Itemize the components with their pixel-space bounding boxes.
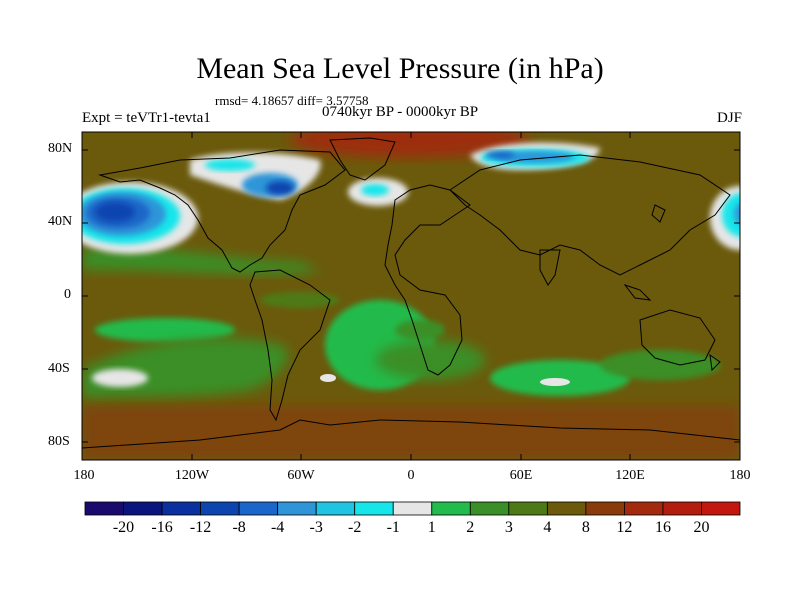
lat-label-0: 0 <box>64 287 71 302</box>
coastlines <box>82 137 740 449</box>
indonesia-coast <box>623 284 652 301</box>
colorbar-swatch <box>238 501 279 516</box>
north-pacific-green-band <box>82 247 320 274</box>
colorbar-label: 8 <box>581 519 590 536</box>
asia-coast <box>449 154 731 276</box>
map-title: Mean Sea Level Pressure (in hPa) <box>196 52 604 85</box>
colorbar-swatch <box>84 501 124 516</box>
axis-ticks <box>82 132 740 460</box>
lon-label-0: 0 <box>407 468 415 483</box>
colorbar-swatch <box>508 501 548 516</box>
colorbar-label: 4 <box>543 519 552 536</box>
experiment-label: Expt = teVTr1-tevta1 <box>82 110 211 126</box>
lon-label-180w: 180 <box>73 468 95 483</box>
colorbar-label: -20 <box>112 519 135 536</box>
atlantic-green-patch <box>395 320 445 340</box>
colorbar-swatch <box>354 501 394 516</box>
lat-label-80s: 80S <box>48 434 70 449</box>
new-zealand-coast <box>709 353 721 372</box>
lon-label-120w: 120W <box>174 468 210 483</box>
lon-label-120e: 120E <box>615 468 645 483</box>
australia-coast <box>639 309 716 366</box>
colorbar-swatch <box>624 501 664 516</box>
colorbar-label: -1 <box>386 519 400 536</box>
colorbar-swatch <box>662 501 702 516</box>
colorbar-label: -2 <box>348 519 362 536</box>
colorbar-swatch <box>277 501 317 516</box>
colorbar-label: 3 <box>504 519 513 536</box>
north-america-coast <box>98 149 346 273</box>
colorbar-swatch <box>315 501 356 516</box>
lon-label-60w: 60W <box>287 468 315 483</box>
antarctica-coast <box>82 419 740 449</box>
southern-high-band <box>82 405 740 460</box>
south-atlantic-band <box>375 340 485 380</box>
colorbar-swatch <box>585 501 625 516</box>
indian-ocean-white <box>540 378 570 386</box>
south-pacific-green <box>95 318 235 342</box>
season-label: DJF <box>716 110 742 126</box>
lat-label-80n: 80N <box>48 141 73 156</box>
colorbar-swatch <box>392 501 433 516</box>
south-america-coast <box>249 269 331 422</box>
colorbar-label: 16 <box>654 519 671 536</box>
colorbar-label: -3 <box>309 519 323 536</box>
colorbar-label: 20 <box>693 519 710 536</box>
greenland-coast <box>329 137 396 181</box>
colorbar-swatch <box>200 501 240 516</box>
lat-label-40n: 40N <box>48 214 73 229</box>
colorbar-swatch <box>123 501 163 516</box>
colorbar-label: -12 <box>189 519 212 536</box>
colorbar-label: 1 <box>427 519 436 536</box>
south-atlantic-white <box>320 374 336 382</box>
colorbar-label: 12 <box>616 519 633 536</box>
rmsd-diff-stats: rmsd= 4.18657 diff= 3.57758 <box>215 93 369 108</box>
pressure-field <box>82 132 740 460</box>
lat-label-40s: 40S <box>48 361 70 376</box>
lon-label-60e: 60E <box>509 468 533 483</box>
colorbar-swatch <box>546 501 587 516</box>
colorbar-label: -8 <box>232 519 246 536</box>
colorbar <box>84 501 741 516</box>
japan-coast <box>651 204 666 223</box>
colorbar-swatch <box>701 501 741 516</box>
time-period: 0740kyr BP - 0000kyr BP <box>322 104 479 120</box>
australia-south-green <box>600 350 720 380</box>
lon-label-180e: 180 <box>729 468 751 483</box>
indian-ocean-green <box>490 360 630 396</box>
colorbar-label: -4 <box>270 519 285 536</box>
colorbar-swatch <box>431 501 471 516</box>
india-coast <box>539 249 561 286</box>
colorbar-label: -16 <box>151 519 173 536</box>
south-pacific-white <box>92 369 148 387</box>
colorbar-swatch <box>469 501 510 516</box>
colorbar-swatch <box>161 501 201 516</box>
colorbar-label: 2 <box>466 519 475 536</box>
south-america-patch <box>260 292 340 308</box>
